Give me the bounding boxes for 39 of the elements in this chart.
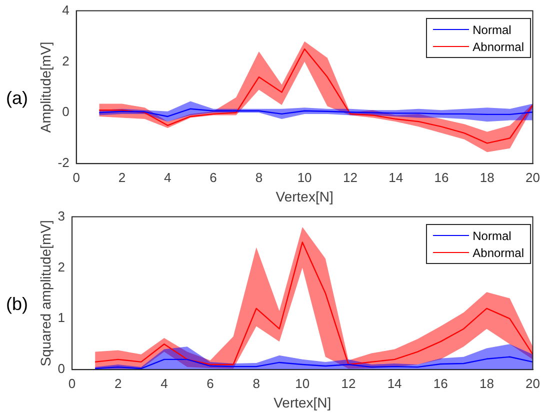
y-tick-label: -2 <box>58 155 70 170</box>
y-tick-label: 0 <box>58 361 66 376</box>
x-tick-label: 20 <box>526 376 540 391</box>
x-tick-label: 14 <box>388 170 404 185</box>
y-axis-title: Amplitude[mV] <box>37 42 54 133</box>
x-tick-label: 8 <box>255 170 263 185</box>
y-tick-label: 2 <box>58 259 66 274</box>
x-tick-label: 12 <box>341 376 356 391</box>
x-tick-label: 10 <box>295 376 310 391</box>
x-tick-label: 18 <box>480 170 494 185</box>
x-tick-label: 4 <box>160 376 168 391</box>
x-tick-label: 10 <box>297 170 312 185</box>
x-tick-label: 8 <box>252 376 260 391</box>
x-tick-label: 16 <box>434 170 449 185</box>
y-tick-label: 3 <box>58 208 66 224</box>
x-tick-label: 2 <box>114 376 122 391</box>
x-tick-label: 14 <box>387 376 402 391</box>
x-tick-label: 0 <box>72 170 80 185</box>
x-axis-title: Vertex[N] <box>274 394 332 410</box>
x-tick-label: 2 <box>118 170 126 185</box>
x-tick-label: 6 <box>210 170 217 185</box>
y-tick-label: 0 <box>62 104 70 120</box>
legend-label: Normal <box>472 22 512 36</box>
x-tick-label: 20 <box>526 170 540 185</box>
x-tick-label: 6 <box>206 376 214 391</box>
y-axis-title: Squared amplitude[mV] <box>37 220 54 366</box>
x-tick-label: 12 <box>342 170 358 185</box>
legend-label: Normal <box>472 228 512 242</box>
x-tick-label: 18 <box>479 376 494 391</box>
y-tick-label: 4 <box>62 2 70 18</box>
text: (a) <box>6 88 28 109</box>
y-tick-label: 1 <box>58 310 66 326</box>
x-tick-label: 4 <box>164 170 172 185</box>
text: (b) <box>6 294 28 315</box>
x-axis-title: Vertex[N] <box>276 188 334 204</box>
y-tick-label: 2 <box>62 53 70 68</box>
legend-label: Abnormal <box>472 40 524 54</box>
x-tick-label: 16 <box>433 376 448 391</box>
legend-label: Abnormal <box>472 246 524 260</box>
